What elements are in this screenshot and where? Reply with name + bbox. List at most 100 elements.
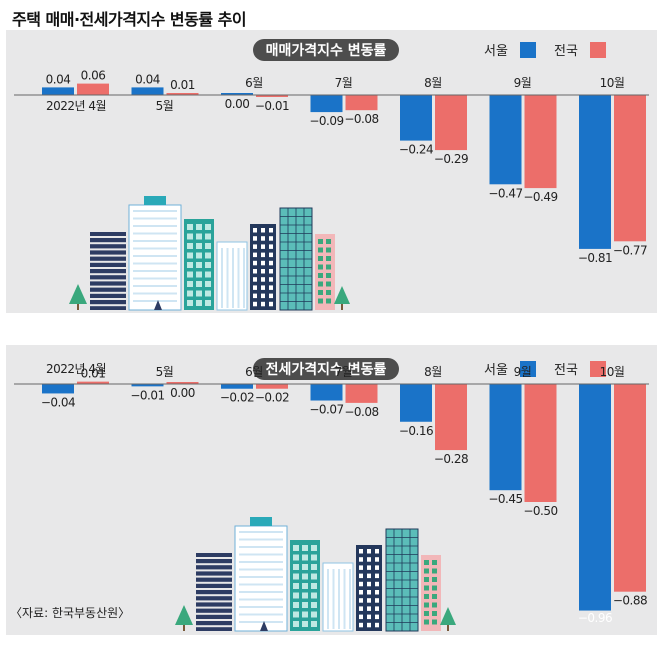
window <box>261 244 265 249</box>
window <box>375 573 379 579</box>
window <box>311 564 317 570</box>
window <box>293 621 299 627</box>
bar-national <box>77 381 109 384</box>
window <box>302 621 308 627</box>
sales-price-chart-panel: 매매가격지수 변동률 서울 전국 0.04 0.06 0.04 0.01 0.00 −0.01 −… <box>6 30 657 313</box>
window <box>205 281 211 287</box>
building-stripe <box>90 279 126 282</box>
bar-seoul <box>489 95 522 185</box>
window <box>196 243 202 249</box>
chart-title-background <box>253 39 399 61</box>
window <box>269 301 273 307</box>
window <box>261 236 265 241</box>
window <box>253 301 257 307</box>
window <box>187 252 193 259</box>
window <box>326 273 331 278</box>
window <box>311 621 317 627</box>
data-label: −0.96 <box>578 611 612 625</box>
building-stripe <box>239 591 283 593</box>
category-label: 7월 <box>335 365 353 379</box>
window <box>318 264 323 270</box>
tree-icon <box>260 621 268 631</box>
data-label: 0.06 <box>81 69 106 83</box>
window <box>187 281 193 287</box>
building-stripe <box>239 568 283 571</box>
window <box>187 300 193 306</box>
data-label: −0.09 <box>309 114 343 128</box>
window <box>326 256 331 261</box>
window <box>311 554 317 561</box>
building-stripe <box>90 291 126 294</box>
window <box>253 293 257 299</box>
building-stripe <box>90 304 126 307</box>
window <box>318 290 323 295</box>
building-stripe <box>343 569 346 629</box>
chart-title-pill: 전세가격지수 변동률 <box>253 358 399 380</box>
data-label: −0.07 <box>309 403 343 417</box>
building-stripe <box>232 248 234 308</box>
window <box>367 614 371 620</box>
building-stripe <box>133 270 177 272</box>
tree-icon <box>334 286 350 304</box>
window <box>187 271 193 278</box>
data-label: −0.45 <box>488 492 522 506</box>
window <box>302 554 308 561</box>
legend-swatch-seoul <box>520 361 536 377</box>
window <box>293 592 299 599</box>
window <box>424 568 429 574</box>
window <box>302 583 308 589</box>
tree-trunk <box>447 625 449 631</box>
tree-trunk <box>341 304 343 310</box>
bar-national <box>435 95 467 151</box>
building-stripe <box>90 260 126 263</box>
window <box>375 557 379 562</box>
bar-seoul <box>131 87 164 95</box>
building-stripe <box>133 300 177 302</box>
building-stripe <box>239 621 283 623</box>
window <box>432 585 437 591</box>
window <box>311 573 317 580</box>
window <box>196 271 202 278</box>
window <box>424 619 429 625</box>
building-stripe <box>196 612 232 615</box>
building-stripe <box>239 606 283 608</box>
window <box>205 233 211 240</box>
window <box>302 573 308 580</box>
window <box>253 277 257 282</box>
building-stripe <box>239 553 283 556</box>
window <box>326 239 331 244</box>
window <box>253 252 257 258</box>
window <box>375 590 379 595</box>
window <box>293 545 299 551</box>
data-label: −0.01 <box>255 99 289 113</box>
building-stripe <box>133 225 177 227</box>
window <box>293 564 299 570</box>
window <box>318 273 323 278</box>
data-label: 0.04 <box>135 72 160 86</box>
window <box>311 583 317 589</box>
window <box>367 606 371 611</box>
building-stripe <box>196 557 232 559</box>
window <box>318 256 323 261</box>
window <box>432 568 437 574</box>
building-stripe <box>196 575 232 578</box>
building-stripe <box>239 561 283 563</box>
building-stripe <box>90 267 126 269</box>
window <box>196 262 202 268</box>
building-stripe <box>327 569 329 629</box>
building-stripe <box>196 619 232 621</box>
legend-label-seoul: 서울 <box>484 44 508 59</box>
category-label: 6월 <box>245 76 263 90</box>
window <box>269 252 273 258</box>
tree-icon <box>154 300 162 310</box>
window <box>424 594 429 599</box>
window <box>253 285 257 290</box>
window <box>375 598 379 603</box>
window <box>269 269 273 274</box>
bar-seoul <box>221 384 253 389</box>
window <box>424 602 429 608</box>
window <box>311 592 317 599</box>
building-roof <box>144 196 166 205</box>
window <box>432 619 437 625</box>
building-stripe <box>239 546 283 548</box>
